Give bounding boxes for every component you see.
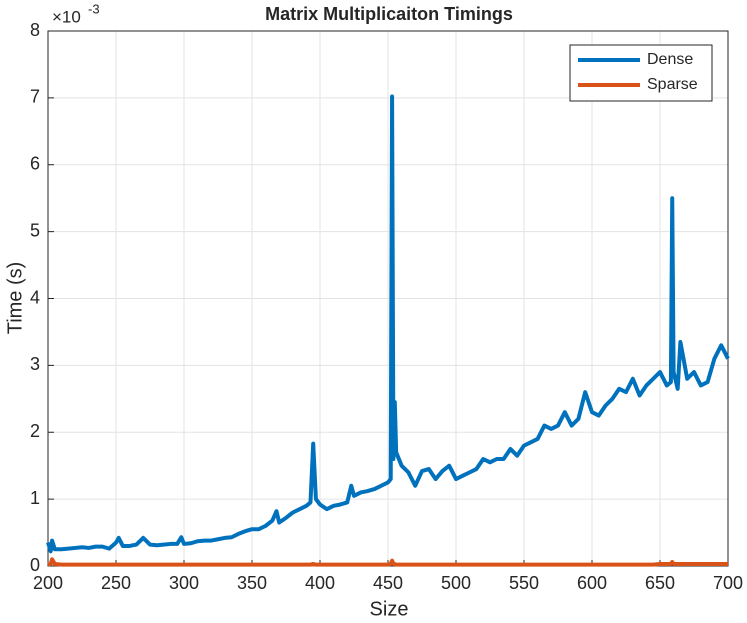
y-tick-label: 0 [30, 555, 40, 575]
data-line [47, 557, 728, 567]
legend-label: Dense [647, 51, 693, 68]
y-tick-label: 4 [30, 287, 40, 307]
x-tick-label: 450 [373, 573, 403, 593]
legend-box [569, 44, 713, 102]
legend-label: Sparse [647, 76, 698, 93]
x-axis-label: Size [370, 598, 409, 620]
x-tick-label: 600 [577, 573, 607, 593]
x-tick-label: 300 [169, 573, 199, 593]
y-exponent-base: ×10 [52, 7, 81, 26]
y-tick-label: 1 [30, 488, 40, 508]
x-tick-label: 250 [101, 573, 131, 593]
y-tick-label: 6 [30, 154, 40, 174]
y-exponent-power: -3 [88, 1, 100, 16]
y-axis-label: Time (s) [4, 262, 26, 335]
y-tick-label: 3 [30, 354, 40, 374]
x-tick-label: 650 [645, 573, 675, 593]
x-tick-label: 700 [713, 573, 743, 593]
y-tick-label: 7 [30, 87, 40, 107]
y-tick-label: 8 [30, 20, 40, 40]
x-tick-label: 350 [237, 573, 267, 593]
x-tick-label: 550 [509, 573, 539, 593]
data-line [46, 94, 730, 554]
chart-title: Matrix Multiplicaiton Timings [265, 4, 513, 24]
y-tick-label: 2 [30, 421, 40, 441]
x-tick-label: 200 [33, 573, 63, 593]
y-tick-label: 5 [30, 220, 40, 240]
x-tick-label: 500 [441, 573, 471, 593]
x-tick-label: 400 [305, 573, 335, 593]
